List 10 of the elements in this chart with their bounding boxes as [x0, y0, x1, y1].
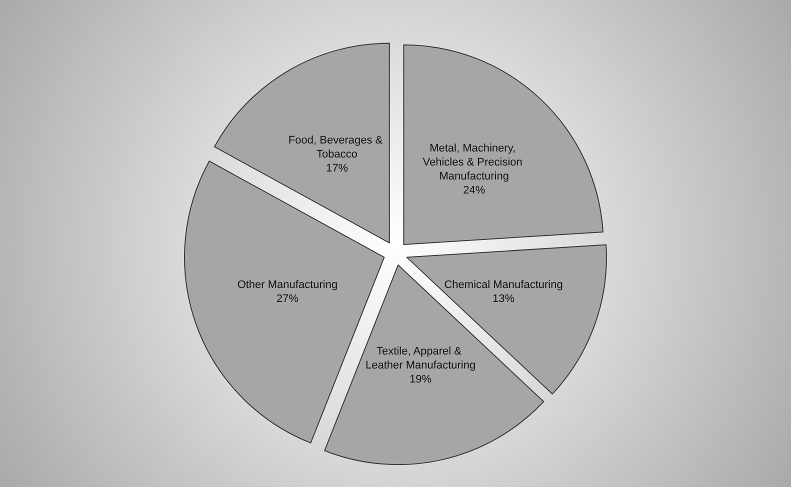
slice-label: Food, Beverages & Tobacco — [288, 134, 386, 160]
slice-label: Chemical Manufacturing — [444, 279, 563, 292]
data-label: 27% — [276, 293, 299, 306]
data-label: 17% — [326, 162, 348, 174]
slice-label: Metal, Machinery, Vehicles & Precision Manufacturing — [422, 142, 526, 183]
data-label: 19% — [410, 373, 432, 386]
data-label: 24% — [463, 184, 486, 197]
slice-label: Textile, Apparel & Leather Manufacturing — [366, 345, 476, 372]
slice-label: Other Manufacturing — [237, 279, 338, 292]
data-label: 13% — [492, 293, 515, 306]
